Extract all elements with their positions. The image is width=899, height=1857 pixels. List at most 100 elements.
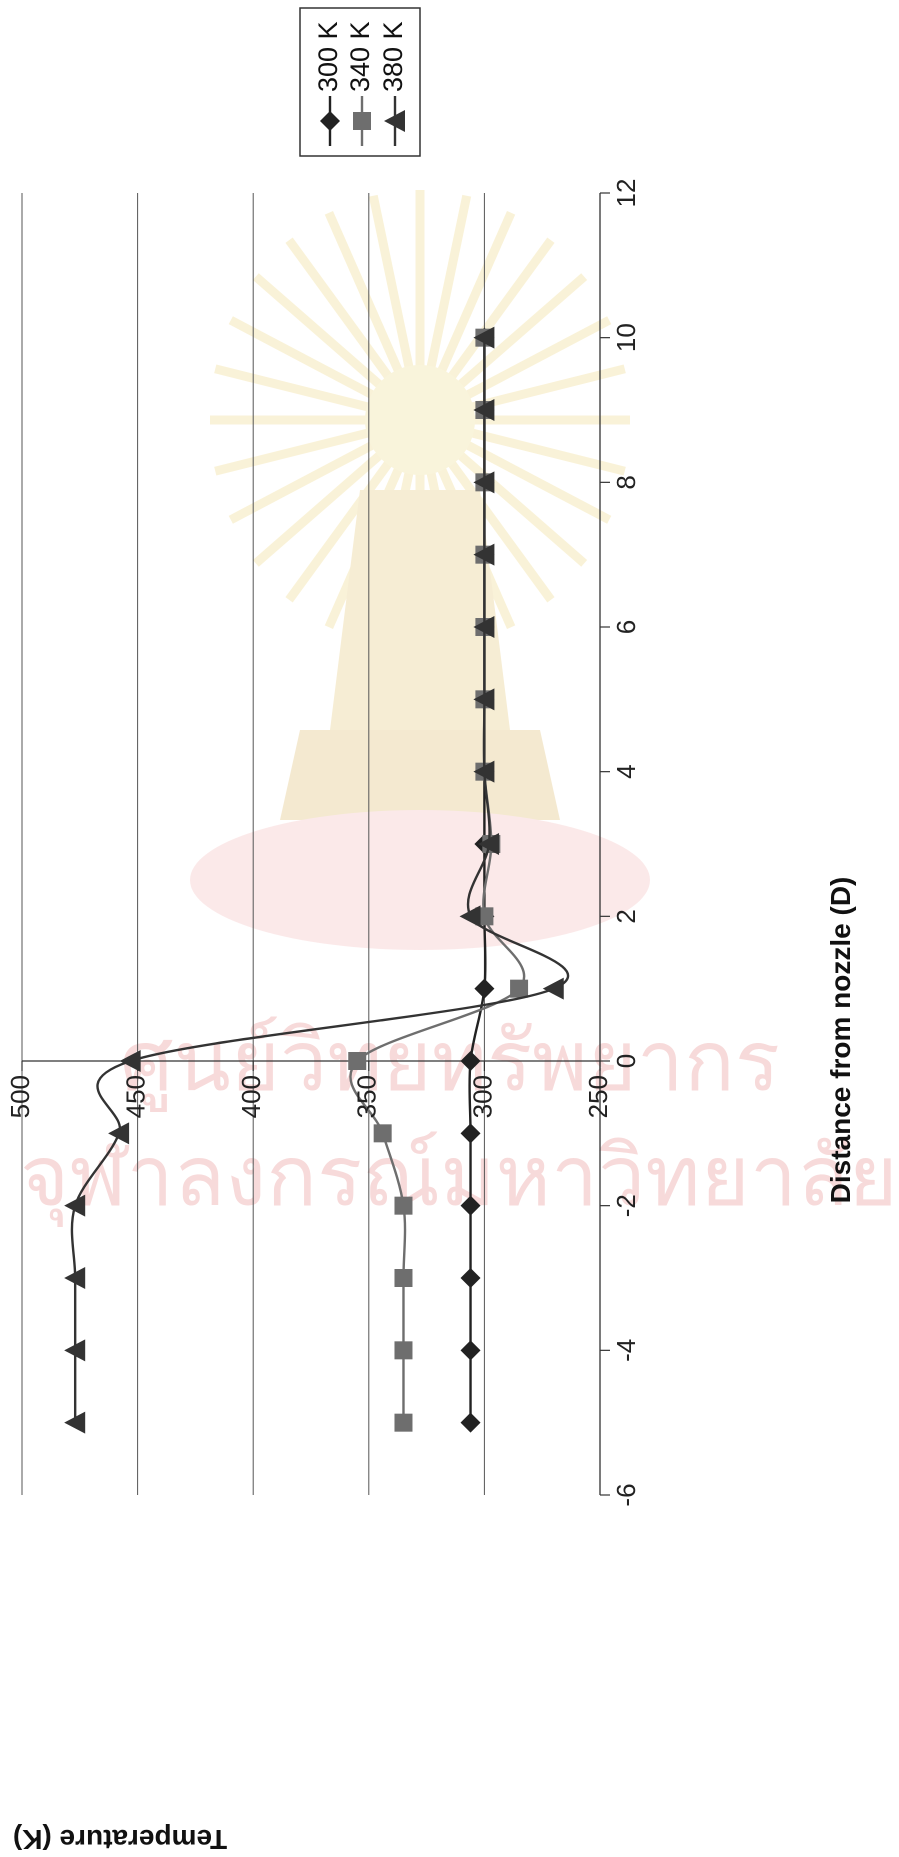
legend-label: 300 K: [313, 21, 343, 92]
watermark-ray: [418, 364, 626, 425]
data-point: [460, 1268, 481, 1288]
watermark-ray: [415, 210, 516, 422]
y-tick-label: 450: [120, 1075, 150, 1118]
y-tick-label: 400: [236, 1075, 266, 1118]
y-tick-label-text: 250: [583, 1075, 613, 1118]
data-point: [394, 1341, 413, 1360]
x-tick-label-text: 10: [611, 323, 641, 352]
x-tick-label: 4: [611, 764, 641, 778]
watermark-ray: [228, 416, 423, 524]
legend-marker: [353, 112, 371, 130]
series-line: [468, 337, 487, 1423]
data-point: [373, 1124, 392, 1143]
y-tick-label: 350: [352, 1075, 382, 1118]
legend-entry: 380 K: [378, 21, 408, 92]
data-point: [64, 1339, 86, 1362]
watermark-ray: [214, 415, 422, 476]
x-tick-label: 2: [611, 909, 641, 923]
watermark-ray: [285, 417, 424, 603]
series-line: [70, 337, 570, 1423]
watermark-ray: [417, 416, 588, 567]
data-point: [473, 399, 495, 421]
y-tick-label-text: 450: [120, 1075, 150, 1118]
data-point: [64, 1411, 86, 1434]
x-tick-label: 8: [611, 475, 641, 489]
x-tick-label-text: 6: [611, 620, 641, 634]
data-point: [473, 543, 495, 566]
data-point: [473, 760, 495, 783]
data-point: [473, 616, 495, 638]
x-tick-label: -2: [611, 1194, 641, 1217]
y-tick-label: 300: [467, 1075, 497, 1118]
x-tick-label-text: -6: [611, 1483, 641, 1506]
watermark-ray: [324, 210, 425, 422]
watermark-ray: [417, 316, 612, 424]
x-tick-label-text: 4: [611, 764, 641, 778]
series-layer: [64, 326, 570, 1434]
x-tick-label: 12: [611, 179, 641, 208]
data-point: [473, 326, 495, 349]
data-point: [394, 1413, 413, 1432]
y-tick-label-text: 350: [352, 1075, 382, 1118]
x-tick-label-text: 8: [611, 475, 641, 489]
watermark-ray: [252, 416, 423, 567]
watermark-ray: [415, 194, 472, 421]
gridlines: [21, 193, 485, 1495]
data-point: [473, 688, 495, 711]
data-point: [64, 1194, 86, 1217]
axes: [21, 192, 610, 1496]
x-tick-label: 6: [611, 620, 641, 634]
legend-label: 380 K: [378, 21, 408, 92]
data-point: [473, 471, 495, 494]
data-point: [460, 1195, 481, 1216]
legend-marker: [320, 111, 340, 131]
y-tick-label: 500: [5, 1075, 35, 1118]
y-axis-title-text: Temperature (K): [13, 1824, 227, 1855]
watermark-emblem-icon: [190, 190, 650, 950]
watermark-ray: [368, 194, 425, 421]
watermark-ray: [417, 273, 588, 424]
series-line: [349, 337, 526, 1423]
legend-entry: 300 K: [313, 21, 343, 92]
watermark-ray: [415, 419, 472, 646]
x-tick-label-text: -4: [611, 1339, 641, 1362]
watermark-ray: [418, 415, 626, 476]
data-point: [510, 979, 529, 998]
legend-box: [299, 7, 421, 157]
watermark-line-1: ศูนย์วิทยทรัพยากร: [120, 1012, 780, 1112]
watermark-ray: [285, 237, 424, 423]
watermark-ray: [252, 273, 423, 424]
watermark-ray: [417, 416, 612, 524]
data-point: [459, 905, 481, 928]
y-axis-title: Temperature (K): [13, 1824, 227, 1855]
data-point: [460, 1412, 481, 1433]
x-tick-label-text: 12: [611, 179, 641, 208]
data-point: [348, 1052, 367, 1070]
data-point: [108, 1122, 130, 1145]
data-point: [460, 1340, 481, 1361]
legend-entry: 340 K: [345, 21, 375, 92]
y-tick-label-text: 400: [236, 1075, 266, 1118]
x-tick-label: 0: [611, 1054, 641, 1068]
x-tick-label-text: 0: [611, 1054, 641, 1068]
watermark-text: ศูนย์วิทยทรัพยากร จุฬาลงกรณ์มหาวิทยาลัย: [20, 1012, 898, 1228]
data-point: [474, 978, 495, 999]
data-point: [542, 977, 564, 1000]
x-tick-label-text: -2: [611, 1194, 641, 1217]
x-axis-title: Distance from nozzle (D): [825, 877, 856, 1204]
watermark-ray: [415, 418, 516, 630]
series-triangle: [64, 326, 570, 1434]
y-tick-label-text: 300: [467, 1075, 497, 1118]
data-point: [478, 833, 500, 855]
data-point: [460, 1051, 481, 1071]
watermark-line-2: จุฬาลงกรณ์มหาวิทยาลัย: [20, 1127, 898, 1228]
x-tick-label: 10: [611, 323, 641, 352]
x-tick-label: -6: [611, 1483, 641, 1506]
x-tick-label: -4: [611, 1339, 641, 1362]
data-point: [64, 1267, 86, 1289]
x-axis-title-text: Distance from nozzle (D): [825, 877, 856, 1204]
data-point: [394, 1269, 413, 1287]
